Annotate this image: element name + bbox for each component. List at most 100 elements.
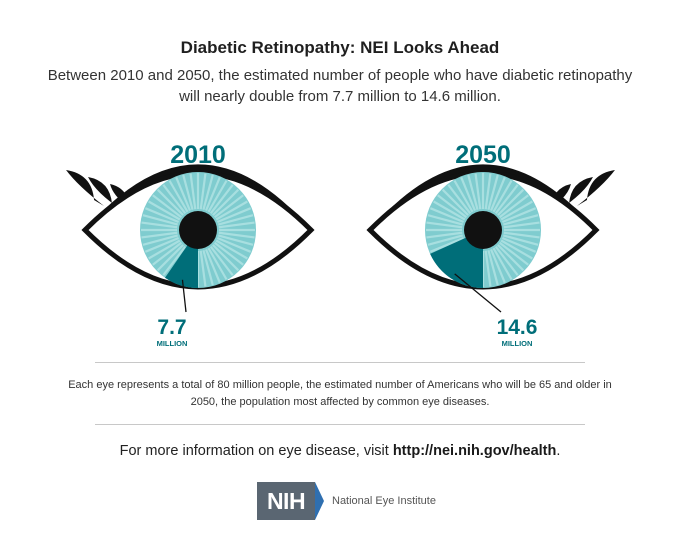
iris-ray <box>441 188 469 216</box>
iris-ray <box>212 188 240 216</box>
iris-ray <box>426 231 463 239</box>
divider-bottom <box>95 424 585 425</box>
eyelash-icon <box>88 177 123 210</box>
iris-ray <box>429 207 465 223</box>
iris-ray <box>148 239 181 260</box>
logo-institute-name: National Eye Institute <box>332 495 436 507</box>
more-info-prefix: For more information on eye disease, vis… <box>119 443 393 459</box>
more-info-link[interactable]: http://nei.nih.gov/health <box>392 443 557 459</box>
iris-ray <box>433 200 466 221</box>
iris-ray <box>207 180 228 213</box>
nih-logo-mark: NIH <box>257 482 315 520</box>
iris-ray <box>502 214 539 226</box>
iris-ray <box>503 231 540 239</box>
iris-ray <box>501 207 537 223</box>
iris-ray <box>494 184 519 215</box>
iris-ray <box>500 239 533 260</box>
year-label: 2010 <box>170 141 226 169</box>
iris-ray <box>152 241 183 266</box>
iris-ray <box>503 221 540 229</box>
iris-ray <box>492 180 513 213</box>
unit-label: MILLION <box>157 339 188 348</box>
iris-ray <box>144 207 180 223</box>
iris-ray <box>202 249 214 286</box>
iris-ray <box>492 247 513 280</box>
iris-ray <box>487 249 499 286</box>
iris-ray <box>437 194 468 219</box>
iris-ray <box>162 245 187 276</box>
iris-ray <box>484 250 492 287</box>
iris-ray <box>474 173 482 210</box>
iris-ray <box>498 194 529 219</box>
iris-ray <box>490 248 506 284</box>
iris-ray <box>212 244 240 272</box>
page-title: Diabetic Retinopathy: NEI Looks Ahead <box>180 38 500 57</box>
iris-ray <box>494 245 519 276</box>
year-label: 2050 <box>455 141 511 169</box>
iris-ray <box>484 173 492 210</box>
iris-ray <box>189 173 197 210</box>
pupil <box>179 211 217 249</box>
iris-ray <box>427 234 464 246</box>
iris-ray <box>144 237 180 253</box>
iris-ray <box>497 188 525 216</box>
iris-ray <box>213 194 244 219</box>
iris-ray <box>148 200 181 221</box>
affected-slice <box>430 230 483 288</box>
eyelash-icon <box>66 170 105 206</box>
divider-top <box>95 362 585 363</box>
iris-ray <box>175 176 191 212</box>
iris-ray <box>215 239 248 260</box>
iris-ray <box>141 221 178 229</box>
pupil <box>464 211 502 249</box>
iris-ray <box>426 221 463 229</box>
iris-ray <box>215 200 248 221</box>
iris-ray <box>218 221 255 229</box>
iris-ray <box>156 244 184 272</box>
iris-ray <box>429 237 465 253</box>
iris-ray <box>217 214 254 226</box>
iris-ray <box>467 174 479 211</box>
eyelid-icon <box>370 164 596 230</box>
value-label: 7.7 <box>157 316 186 339</box>
eyelash-icon <box>558 177 593 210</box>
iris-ray <box>500 200 533 221</box>
iris-ray <box>209 184 234 215</box>
iris-ray <box>168 180 189 213</box>
iris-ray <box>460 176 476 212</box>
iris-ray <box>199 250 207 287</box>
iris-ray <box>141 231 178 239</box>
iris-ray <box>447 184 472 215</box>
iris-ray <box>202 174 214 211</box>
leader-line <box>181 279 187 313</box>
unit-label: MILLION <box>502 339 533 348</box>
eyelid-icon <box>85 164 311 230</box>
nei-logo: NIH National Eye Institute <box>257 481 436 521</box>
iris-ray <box>453 180 474 213</box>
iris-ray <box>502 234 539 246</box>
iris-ray <box>497 244 525 272</box>
iris-ray <box>218 231 255 239</box>
page-subtitle: Between 2010 and 2050, the estimated num… <box>47 67 633 105</box>
footnote: Each eye represents a total of 80 millio… <box>68 379 612 408</box>
iris-ray <box>199 173 207 210</box>
iris-ray <box>205 176 221 212</box>
iris-ray <box>182 174 194 211</box>
iris-ray <box>501 237 537 253</box>
logo-chevron-icon <box>315 482 324 520</box>
iris-ray <box>216 237 252 253</box>
iris-ray <box>498 241 529 266</box>
iris-ray <box>490 176 506 212</box>
iris-ray <box>152 194 183 219</box>
iris-ray <box>217 234 254 246</box>
iris-ray <box>216 207 252 223</box>
more-info-suffix: . <box>556 443 561 459</box>
iris-ray <box>207 247 228 280</box>
iris-ray <box>142 234 179 246</box>
iris-ray <box>156 188 184 216</box>
leader-line <box>454 273 502 313</box>
iris-ray <box>162 184 187 215</box>
iris-ray <box>209 245 234 276</box>
eyelash-icon <box>576 170 615 206</box>
